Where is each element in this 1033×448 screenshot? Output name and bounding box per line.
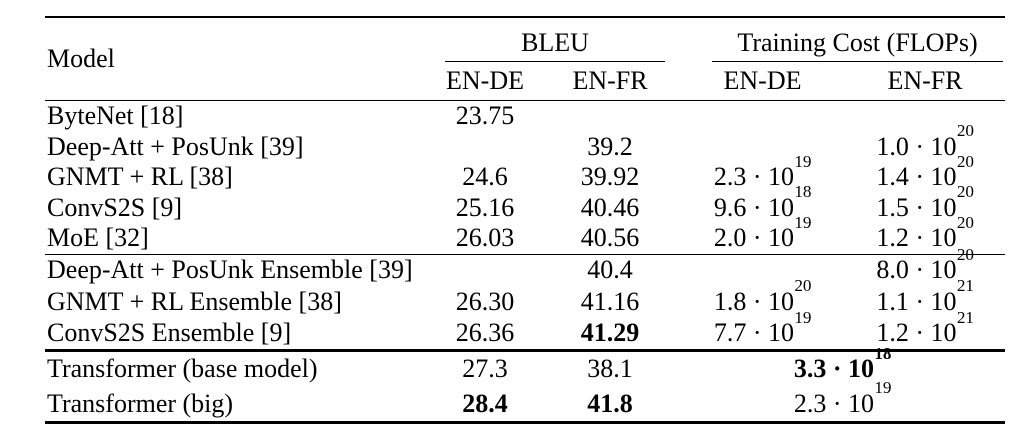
- cell-cost-en-fr: 1.4 · 1020: [876, 151, 974, 192]
- table-row: Transformer (big) 28.4 41.8 2.3 · 1019: [45, 378, 1005, 423]
- cell-cost-en-fr: 1.2 · 1021: [845, 309, 1006, 352]
- cell-bleu-en-fr: 41.8: [587, 388, 633, 418]
- cell-cost-en-fr: 1.5 · 1020: [876, 182, 974, 222]
- cell-model: ConvS2S [9]: [47, 192, 183, 222]
- cell-bleu-en-fr: [540, 101, 680, 132]
- cell-bleu-en-de: 26.03: [430, 223, 540, 255]
- cell-cost-combined: 3.3 · 1018: [793, 343, 892, 384]
- cell-cost-en-de: [680, 101, 845, 132]
- exponent: 19: [794, 151, 812, 171]
- cell-cost-en-de: [680, 254, 845, 286]
- results-table: Model BLEU Training Cost (FLOPs) EN-DE E…: [45, 16, 1006, 424]
- cell-bleu-en-de: 23.75: [455, 101, 515, 131]
- cell-cost-en-fr: [845, 101, 1005, 132]
- cell-bleu-en-de: 26.30: [455, 286, 515, 316]
- exponent: 19: [794, 307, 812, 327]
- header-group-row: Model BLEU Training Cost (FLOPs): [45, 17, 1005, 101]
- header-group-training-cost-label: Training Cost (FLOPs): [712, 25, 1004, 62]
- cell-bleu-en-fr: 40.4: [587, 255, 633, 285]
- cell-cost-en-de: 1.8 · 1020: [713, 276, 812, 316]
- cell-bleu-en-de: [430, 132, 540, 163]
- cell-model: Deep-Att + PosUnk Ensemble [39]: [47, 255, 413, 285]
- exponent: 20: [956, 212, 974, 232]
- cell-bleu-en-fr: 40.46: [580, 192, 640, 222]
- cell-bleu-en-fr: 39.2: [587, 131, 633, 161]
- cell-cost-combined: 2.3 · 1019: [793, 378, 892, 418]
- cell-bleu-en-fr: 41.29: [540, 317, 681, 352]
- table-row: MoE [32] 26.03 40.56 2.0 · 1019 1.2 · 1020: [45, 214, 1006, 255]
- exponent: 18: [794, 182, 812, 202]
- cell-model: GNMT + RL Ensemble [38]: [47, 286, 342, 316]
- table-row: GNMT + RL [38] 24.6 39.92 2.3 · 1019 1.4 · 1…: [45, 151, 1005, 193]
- cell-bleu-en-de: 24.6: [462, 162, 508, 192]
- table-row: ConvS2S Ensemble [9] 26.36 41.29 7.7 · 1019…: [45, 309, 1006, 352]
- cell-cost-en-fr: 8.0 · 1020: [876, 244, 974, 285]
- cell-bleu-en-fr: 39.92: [580, 162, 640, 192]
- exponent: 21: [956, 276, 974, 296]
- exponent: 20: [956, 182, 974, 202]
- cell-model: ConvS2S Ensemble [9]: [45, 317, 430, 352]
- cell-bleu-en-de: 27.3: [462, 354, 508, 384]
- table-row: Deep-Att + PosUnk [39] 39.2 1.0 · 1020: [45, 121, 1005, 163]
- exponent: 20: [956, 244, 974, 264]
- cell-cost-en-de: 9.6 · 1018: [713, 182, 812, 222]
- table-row: GNMT + RL Ensemble [38] 26.30 41.16 1.8 · 1…: [45, 276, 1005, 318]
- subheader-bleu-en-fr: EN-FR: [540, 62, 681, 101]
- exponent: 20: [956, 121, 974, 141]
- header-subcol-row: EN-DE EN-FR EN-DE EN-FR: [45, 62, 1006, 101]
- exponent: 20: [956, 151, 974, 171]
- cell-cost-en-de: 2.0 · 1019: [680, 214, 846, 255]
- cell-cost-en-de: 7.7 · 1019: [680, 309, 846, 352]
- subheader-bleu-en-de: EN-DE: [430, 62, 540, 101]
- cell-cost-en-fr: 1.0 · 1020: [876, 121, 974, 161]
- subheader-cost-en-fr: EN-FR: [845, 62, 1006, 101]
- cell-model: GNMT + RL [38]: [47, 162, 233, 192]
- header-group-training-cost: Training Cost (FLOPs): [680, 17, 1005, 62]
- exponent: 20: [794, 276, 812, 296]
- cell-bleu-en-de: 25.16: [455, 192, 515, 222]
- cell-cost-en-de: [680, 132, 845, 163]
- cell-cost-en-fr: 1.2 · 1020: [845, 214, 1006, 255]
- cell-model: Deep-Att + PosUnk [39]: [47, 131, 304, 161]
- table-row: ConvS2S [9] 25.16 40.46 9.6 · 1018 1.5 · 102…: [45, 182, 1005, 224]
- exponent: 19: [874, 378, 892, 398]
- header-model: Model: [45, 17, 430, 101]
- cell-model: MoE [32]: [45, 223, 430, 255]
- exponent: 18: [874, 343, 892, 363]
- cell-bleu-en-fr: 40.56: [540, 223, 681, 255]
- cell-bleu-en-fr: 38.1: [587, 354, 633, 384]
- section-ensembles: Deep-Att + PosUnk Ensemble [39] 40.4 8.0 ·…: [45, 244, 1006, 352]
- header-group-bleu: BLEU: [430, 17, 680, 62]
- section-single-models: ByteNet [18] 23.75 Deep-Att + PosUnk [39] 3…: [45, 101, 1006, 255]
- table-row: Transformer (base model) 27.3 38.1 3.3 · 10…: [45, 343, 1005, 387]
- header-group-bleu-label: BLEU: [445, 25, 666, 62]
- subheader-cost-en-de: EN-DE: [680, 62, 846, 101]
- table-row: Deep-Att + PosUnk Ensemble [39] 40.4 8.0 ·…: [45, 244, 1005, 286]
- cell-cost-en-fr: 1.1 · 1021: [876, 276, 974, 316]
- table-row: ByteNet [18] 23.75: [45, 101, 1005, 132]
- cell-bleu-en-de: [430, 254, 540, 286]
- cell-model: Transformer (base model): [47, 354, 318, 384]
- section-transformers: Transformer (base model) 27.3 38.1 3.3 · 10…: [45, 343, 1005, 423]
- cell-bleu-en-de: 28.4: [462, 388, 508, 418]
- exponent: 19: [794, 212, 812, 232]
- cell-model: ByteNet [18]: [47, 101, 184, 131]
- cell-cost-en-de: 2.3 · 1019: [713, 151, 812, 192]
- cell-model: Transformer (big): [47, 388, 234, 418]
- cell-bleu-en-fr: 41.16: [580, 286, 640, 316]
- cell-bleu-en-de: 26.36: [430, 317, 540, 352]
- exponent: 21: [956, 307, 974, 327]
- table-header: Model BLEU Training Cost (FLOPs) EN-DE E…: [45, 17, 1006, 101]
